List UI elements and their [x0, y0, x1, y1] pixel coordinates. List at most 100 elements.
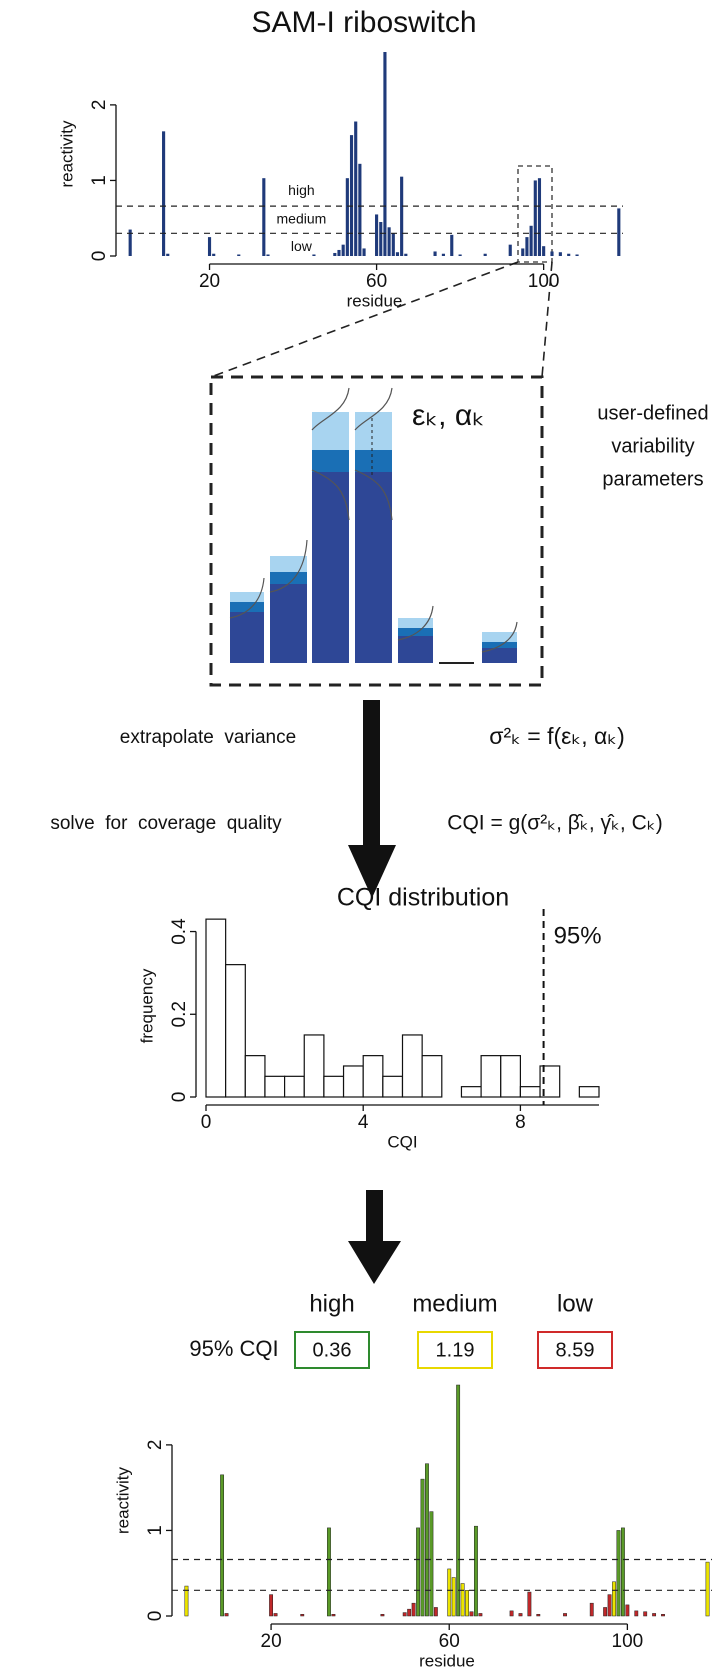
bar	[433, 251, 437, 256]
x-tick-label: 100	[612, 1631, 644, 1652]
y-tick-label: 0.4	[169, 918, 190, 945]
zoom-line	[210, 261, 519, 378]
y-tick-label: 2	[89, 100, 110, 111]
bar	[362, 248, 366, 256]
bar	[429, 1511, 434, 1617]
y-axis-label: reactivity	[57, 120, 76, 188]
bar	[661, 1614, 665, 1617]
step-formula: σ²ₖ = f(εₖ, αₖ)	[489, 723, 624, 749]
histogram-bar	[578, 1086, 600, 1098]
x-tick-label: 8	[515, 1112, 526, 1133]
detail-bar	[269, 539, 308, 663]
y-tick-label: 0.2	[169, 1001, 190, 1027]
step-label: solve for coverage quality	[50, 813, 282, 834]
bar	[237, 254, 241, 256]
y-tick-label: 0	[169, 1092, 190, 1103]
detail-box	[209, 375, 544, 687]
y-tick-label: 1	[89, 175, 110, 186]
y-tick-label: 2	[145, 1440, 166, 1451]
x-tick-label: 100	[528, 271, 560, 292]
detail-bar	[397, 605, 434, 663]
cqi-table: 95% CQI high 0.36 medium 1.19 low 8.59	[189, 1290, 613, 1369]
bar	[416, 1527, 420, 1617]
bar	[345, 178, 349, 256]
bar	[425, 1463, 429, 1617]
histogram-bar	[244, 1055, 266, 1098]
value-box	[417, 1331, 493, 1369]
chart-title: SAM-I riboswitch	[251, 6, 476, 39]
value-box	[294, 1331, 370, 1369]
bar	[341, 244, 345, 256]
bar	[404, 253, 408, 256]
threshold-label: low	[291, 238, 313, 254]
histogram-bar	[401, 1034, 423, 1098]
histogram-bar	[421, 1055, 443, 1098]
bar	[395, 252, 400, 256]
bar	[575, 254, 579, 256]
histogram-bar	[480, 1055, 502, 1098]
y-tick-label: 0	[89, 251, 110, 262]
arrow	[348, 700, 396, 898]
histogram-bar	[303, 1034, 325, 1098]
bar	[525, 237, 529, 256]
detail-bars	[229, 387, 518, 664]
histogram-bar	[323, 1075, 345, 1098]
bar	[337, 249, 341, 256]
bar	[612, 1581, 616, 1617]
x-tick-label: 60	[366, 271, 387, 292]
bar	[558, 252, 562, 256]
column-header: high	[309, 1290, 354, 1317]
bar	[607, 1594, 612, 1617]
bar	[383, 52, 387, 256]
histogram-bar	[205, 918, 227, 1098]
bar	[333, 252, 337, 256]
value: 1.19	[436, 1339, 475, 1361]
bar	[220, 1474, 225, 1617]
bar	[589, 1602, 594, 1617]
bar	[441, 253, 445, 256]
bar	[300, 1614, 305, 1617]
x-tick-label: 0	[201, 1112, 212, 1133]
x-axis-label: residue	[347, 291, 403, 310]
step-formula: CQI = g(σ²ₖ, β̂ₖ, γ̂ₖ, Cₖ)	[447, 812, 662, 835]
bar	[400, 176, 404, 256]
threshold-label: medium	[277, 210, 327, 226]
bar	[375, 214, 379, 256]
bar	[460, 1583, 465, 1617]
bar	[451, 1577, 456, 1617]
bar	[411, 1602, 416, 1617]
zoom-line	[541, 261, 553, 378]
bar	[407, 1608, 412, 1617]
bar	[567, 253, 571, 256]
bar	[327, 1527, 331, 1617]
arrow	[348, 1190, 401, 1284]
histogram-bar	[264, 1075, 286, 1098]
bar	[603, 1607, 608, 1617]
y-tick-label: 0	[145, 1611, 166, 1622]
bar	[224, 1613, 229, 1617]
column-header: medium	[412, 1290, 497, 1317]
bar	[652, 1613, 657, 1617]
bar	[509, 1610, 514, 1617]
bar	[402, 1612, 407, 1617]
zoom-box	[517, 165, 553, 263]
bar	[269, 1594, 273, 1617]
x-tick-label: 20	[199, 271, 220, 292]
bar	[478, 1613, 483, 1617]
cutoff-label: 95%	[554, 922, 602, 949]
bar	[542, 246, 546, 256]
bar	[621, 1527, 625, 1617]
bar	[634, 1610, 639, 1617]
histogram-bar	[539, 1065, 561, 1098]
x-tick-label: 4	[358, 1112, 369, 1133]
x-tick-label: 60	[439, 1631, 460, 1652]
histogram-bar	[225, 964, 246, 1098]
note: parameters	[602, 468, 703, 490]
bar	[536, 1614, 541, 1617]
bar	[354, 121, 358, 256]
histogram-bar	[342, 1065, 364, 1098]
histogram-bar	[284, 1075, 305, 1098]
bar	[349, 135, 354, 256]
value-box	[537, 1331, 613, 1369]
